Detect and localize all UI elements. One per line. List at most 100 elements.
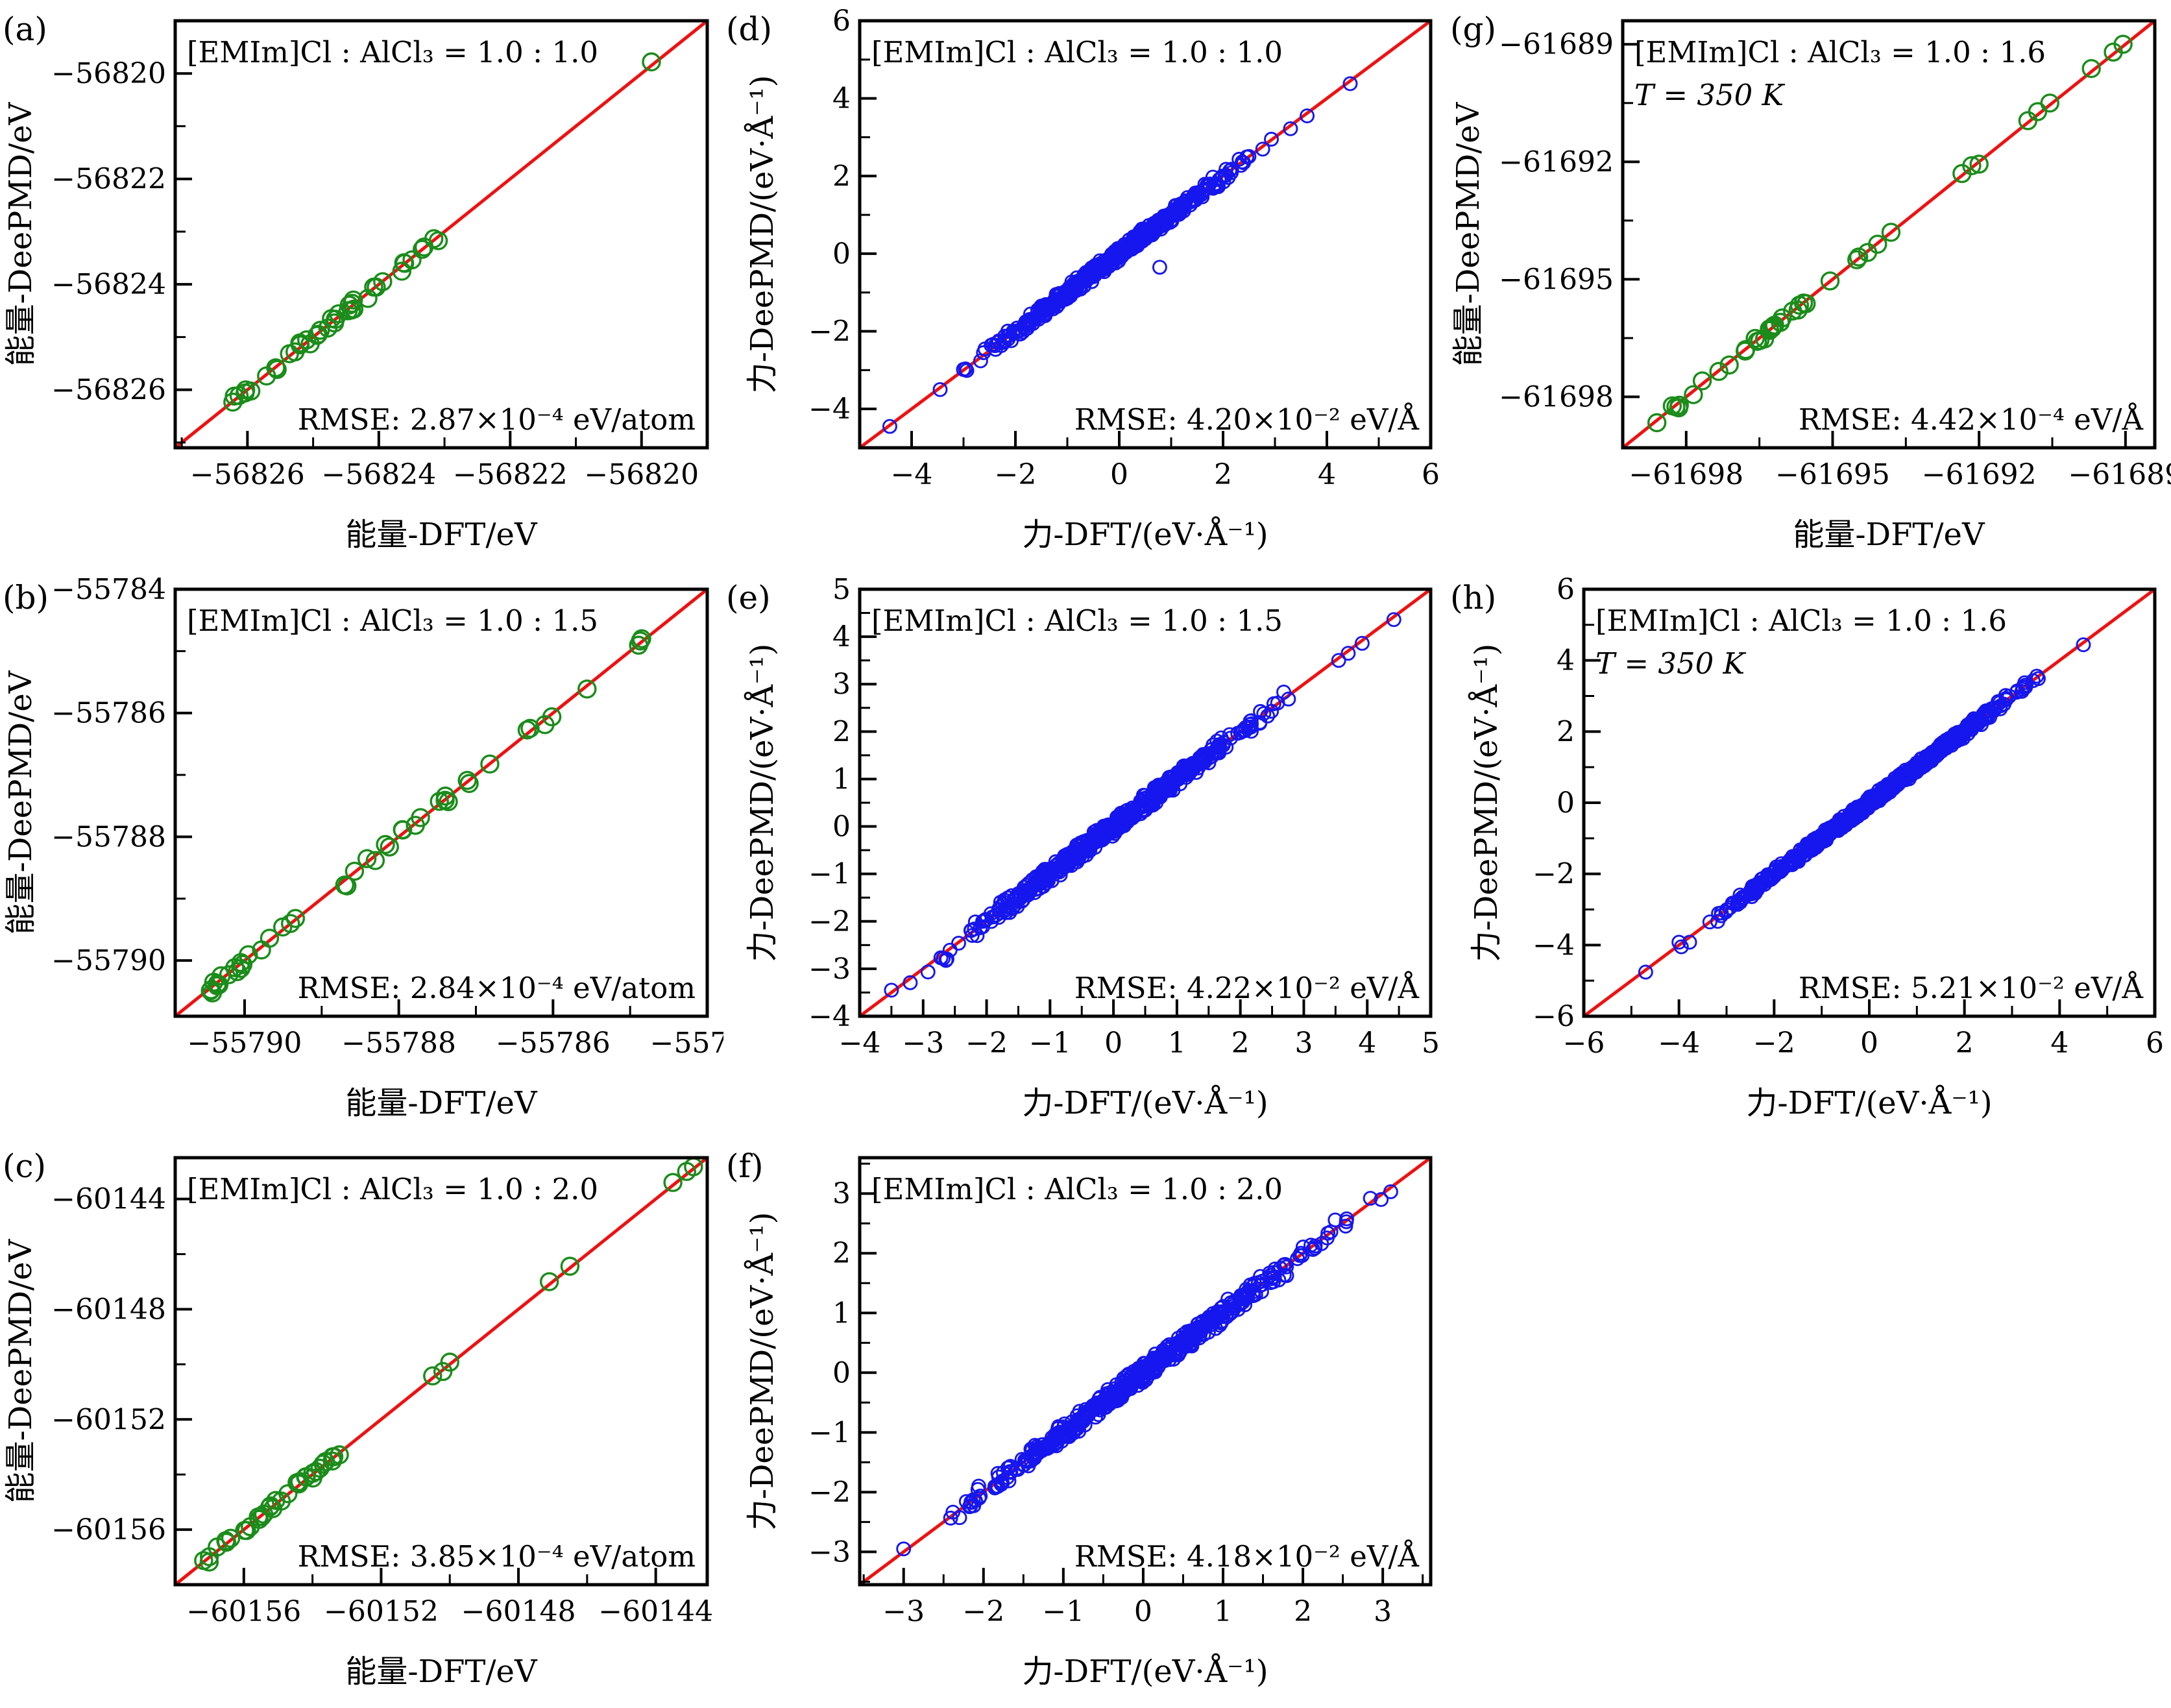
data-point [1170, 1347, 1186, 1363]
data-point [219, 965, 239, 984]
x-tick-label: 0 [1104, 1027, 1122, 1060]
data-point [991, 1469, 1006, 1485]
data-point [1877, 785, 1893, 801]
data-point [1126, 1372, 1142, 1388]
y-tick-label: −6 [1533, 1000, 1575, 1033]
data-point [1183, 1336, 1198, 1351]
data-point [1682, 934, 1697, 950]
data-point [1204, 742, 1219, 757]
data-point [1069, 274, 1085, 289]
data-point [1234, 1291, 1250, 1307]
data-point [1865, 794, 1881, 809]
panel-letter: (h) [1450, 579, 1496, 616]
data-point [1209, 1309, 1225, 1324]
data-point [1270, 695, 1285, 711]
data-point [1056, 1419, 1072, 1435]
data-point [1183, 764, 1198, 779]
data-point [1121, 241, 1136, 257]
data-point [1813, 829, 1829, 845]
y-tick-label: 0 [1557, 787, 1575, 820]
x-tick-label: −60152 [324, 1595, 439, 1628]
data-point [1271, 1272, 1287, 1287]
x-axis-title: 力-DFT/(eV·Å⁻¹) [1022, 1653, 1268, 1690]
data-point [1133, 1372, 1148, 1388]
panel-letter: (c) [3, 1147, 46, 1185]
x-tick-label: 5 [1422, 1027, 1440, 1060]
x-tick-label: −2 [962, 1595, 1004, 1628]
data-point [1647, 413, 1667, 433]
data-point [199, 1552, 219, 1572]
data-point [964, 923, 979, 938]
x-axis-title: 力-DFT/(eV·Å⁻¹) [1746, 1084, 1992, 1121]
x-tick-label: −2 [965, 1027, 1008, 1060]
data-point [920, 964, 936, 980]
y-tick-label: −56824 [51, 268, 166, 301]
y-tick-label: −56826 [51, 374, 166, 407]
x-tick-label: −1 [1042, 1595, 1084, 1628]
data-point [632, 629, 651, 648]
data-point [402, 250, 422, 270]
data-point [1050, 864, 1065, 879]
rmse-label: RMSE: 2.87×10⁻⁴ eV/atom [298, 402, 696, 437]
y-tick-label: 2 [832, 1237, 851, 1270]
data-point [1026, 875, 1042, 891]
data-point [1767, 868, 1782, 884]
data-point [1320, 1225, 1336, 1241]
rmse-label: RMSE: 4.42×10⁻⁴ eV/Å [1799, 402, 2144, 437]
data-point [1222, 163, 1237, 178]
x-tick-label: 1 [1214, 1595, 1232, 1628]
x-tick-label: 2 [1294, 1595, 1312, 1628]
data-point [241, 1517, 260, 1537]
x-tick-label: −55786 [496, 1027, 611, 1060]
data-point [1738, 888, 1754, 903]
data-point [1129, 231, 1145, 247]
data-point [1825, 821, 1840, 836]
data-point [991, 903, 1006, 918]
y-tick-label: 6 [832, 5, 851, 38]
y-tick-label: −60152 [51, 1403, 166, 1436]
data-point [903, 975, 918, 990]
y-tick-label: 1 [832, 1297, 851, 1330]
composition-ratio-label: [EMIm]Cl : AlCl₃ = 1.0 : 1.5 [871, 604, 1283, 638]
composition-ratio-label: [EMIm]Cl : AlCl₃ = 1.0 : 2.0 [187, 1172, 598, 1206]
rmse-label: RMSE: 5.21×10⁻² eV/Å [1799, 971, 2144, 1005]
data-point [1101, 820, 1116, 835]
x-tick-label: −56822 [453, 458, 568, 491]
data-point [971, 1491, 987, 1506]
data-point [2081, 58, 2101, 79]
data-point [1849, 247, 1869, 267]
data-point [1212, 740, 1228, 755]
composition-ratio-label: [EMIm]Cl : AlCl₃ = 1.0 : 1.0 [187, 35, 598, 69]
y-axis-title: 力-DeePMD/(eV·Å⁻¹) [744, 75, 781, 394]
data-point [1386, 612, 1401, 628]
data-point [1673, 939, 1689, 955]
data-point [1082, 838, 1098, 854]
x-tick-label: −3 [902, 1027, 944, 1060]
data-point [1969, 154, 1989, 174]
x-tick-label: −55788 [341, 1027, 456, 1060]
x-tick-label: −55790 [188, 1027, 302, 1060]
y-tick-label: −3 [808, 953, 851, 986]
y-tick-label: −61698 [1499, 381, 1614, 414]
data-point [967, 914, 983, 930]
y-tick-label: −3 [808, 1535, 851, 1568]
data-point [2040, 93, 2059, 113]
y-tick-label: −2 [1533, 858, 1575, 891]
data-point [2009, 685, 2024, 700]
x-tick-label: 6 [1422, 458, 1440, 491]
data-point [204, 972, 224, 992]
plot-frame [858, 1156, 1433, 1587]
data-point [1744, 889, 1760, 905]
data-point [1934, 742, 1949, 758]
panel-b: (b) −55790 −55790 −55788 −55788 −55786 −55786 −… [0, 568, 764, 1137]
data-point [266, 1491, 285, 1510]
data-point [1253, 703, 1268, 719]
plot-frame [858, 587, 1433, 1018]
composition-ratio-label: [EMIm]Cl : AlCl₃ = 1.0 : 1.5 [187, 604, 598, 638]
data-point [978, 912, 993, 927]
y-tick-label: −2 [808, 315, 851, 348]
energy-parity-plot-c: (c)−60156−60156−60152−60152−60148−60148−… [3, 1147, 713, 1690]
data-point [1276, 1257, 1292, 1273]
data-point [1156, 217, 1172, 233]
